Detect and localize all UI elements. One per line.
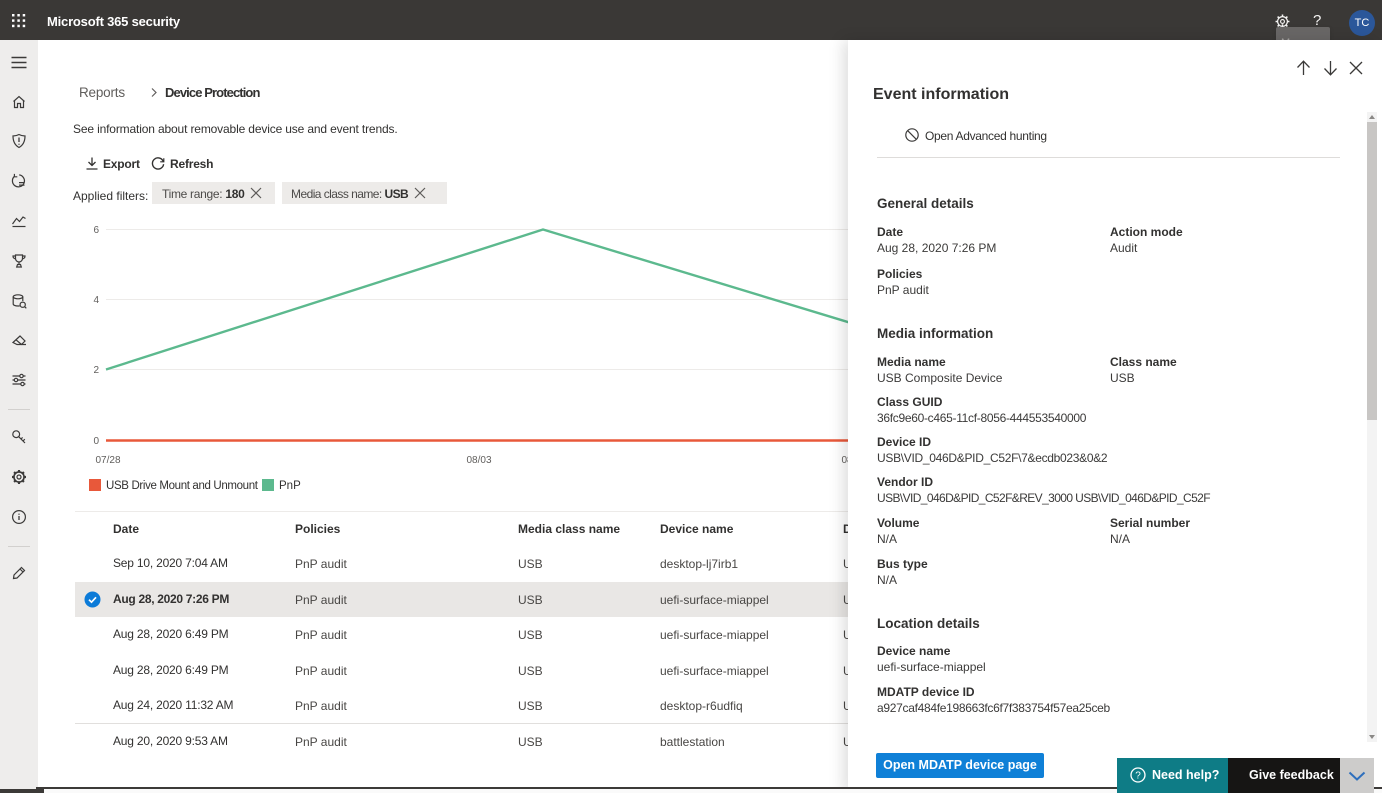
- svg-text:6: 6: [93, 225, 99, 236]
- svg-text:08/03: 08/03: [466, 455, 491, 466]
- svg-text:?: ?: [1135, 771, 1141, 782]
- svg-text:4: 4: [93, 295, 99, 306]
- svg-text:07/28: 07/28: [95, 455, 120, 466]
- svg-text:2: 2: [93, 365, 99, 376]
- svg-text:0: 0: [93, 436, 99, 447]
